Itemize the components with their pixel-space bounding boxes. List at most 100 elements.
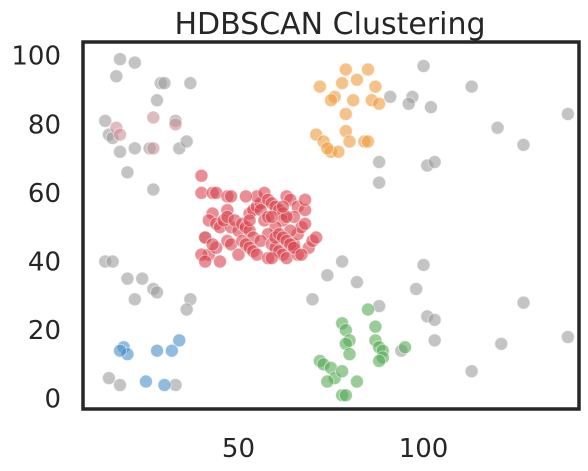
scatter-point [335,364,350,379]
scatter-point [361,134,376,149]
scatter-point [401,96,416,111]
scatter-point [224,189,239,204]
scatter-point [409,281,424,296]
y-tick-label-80: 80 [28,110,61,140]
scatter-point [416,59,431,74]
scatter-point [127,141,142,156]
scatter-point [372,175,387,190]
scatter-point [113,377,128,392]
plot-frame [81,40,581,411]
scatter-point [320,268,335,283]
scatter-point [416,257,431,272]
scatter-point [349,374,364,389]
y-tick-label-20: 20 [28,316,61,346]
scatter-point [179,134,194,149]
scatter-point [98,113,113,128]
y-tick-label-0: 0 [44,385,61,415]
scatter-point [494,336,509,351]
scatter-point [168,117,183,132]
scatter-point [398,340,413,355]
scatter-point [109,69,124,84]
scatter-point [423,100,438,115]
scatter-point [157,76,172,91]
scatter-point [490,120,505,135]
scatter-point [342,134,357,149]
scatter-point [335,254,350,269]
scatter-point [372,155,387,170]
scatter-point [135,271,150,286]
scatter-point [150,343,165,358]
scatter-point [113,343,128,358]
scatter-point [150,93,165,108]
scatter-point [305,292,320,307]
scatter-point [342,347,357,362]
scatter-point [320,141,335,156]
tick-labels: 0 20 40 60 80 100 50 100 [11,42,448,464]
scatter-point [264,209,279,224]
scatter-point [127,55,142,70]
scatter-point [183,76,198,91]
scatter-point [113,52,128,67]
scatter-point [372,353,387,368]
y-tick-label-40: 40 [28,248,61,278]
scatter-point [324,93,338,108]
scatter-point [383,89,398,104]
chart-title: HDBSCAN Clustering [174,7,485,42]
scatter-point [275,199,290,214]
x-tick-label-100: 100 [399,434,449,464]
scatter-point [338,107,353,122]
scatter-point [179,302,194,317]
data-points [98,52,575,403]
scatter-point [294,247,309,262]
scatter-point [560,329,575,344]
scatter-point [309,230,324,245]
scatter-point [198,254,213,269]
scatter-point [349,275,364,290]
scatter-point [101,371,116,386]
scatter-point [349,72,364,87]
scatter-point [120,271,135,286]
scatter-point [368,79,383,94]
scatter-point [560,107,575,122]
scatter-point [194,168,209,183]
scatter-point [361,62,376,77]
scatter-point [320,374,335,389]
scatter-point [264,251,279,266]
scatter-point [312,79,327,94]
scatter-point [516,137,531,152]
scatter-point [146,182,161,197]
scatter-point [464,364,479,379]
y-tick-label-60: 60 [28,179,61,209]
scatter-point [335,76,350,91]
scatter-point [464,79,479,94]
scatter-point [361,302,376,317]
scatter-point [138,374,153,389]
scatter-point [212,254,227,269]
scatter-point [150,285,165,300]
scatter-point [172,333,187,348]
scatter-point [242,213,257,228]
scatter-point [231,247,246,262]
y-tick-label-100: 100 [11,42,61,72]
scatter-point [427,155,442,170]
scatter-point [120,165,135,180]
scatter-point [372,96,387,111]
scatter-point [427,333,442,348]
scatter-point [105,254,120,269]
scatter-point [113,127,128,142]
scatter-point [238,189,253,204]
scatter-point [368,319,383,334]
scatter-point [164,343,179,358]
scatter-point [298,216,313,231]
scatter-point [127,292,142,307]
scatter-point [157,377,172,392]
scatter-point [298,192,313,207]
scatter-point [346,93,361,108]
scatter-point [338,388,353,403]
x-tick-label-50: 50 [222,434,255,464]
scatter-point [146,110,161,125]
scatter-point [427,312,442,327]
scatter-point [113,144,128,159]
scatter-point [338,62,353,77]
